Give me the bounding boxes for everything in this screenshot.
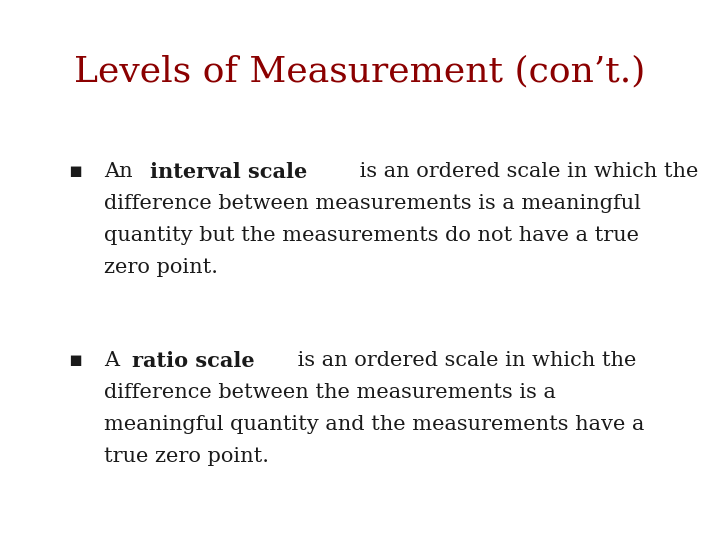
Text: An: An [104, 162, 140, 181]
Text: difference between the measurements is a: difference between the measurements is a [104, 383, 557, 402]
Text: Levels of Measurement (con’t.): Levels of Measurement (con’t.) [74, 54, 646, 88]
Text: meaningful quantity and the measurements have a: meaningful quantity and the measurements… [104, 415, 645, 434]
Text: ▪: ▪ [68, 351, 83, 370]
Text: is an ordered scale in which the: is an ordered scale in which the [353, 162, 698, 181]
Text: difference between measurements is a meaningful: difference between measurements is a mea… [104, 194, 642, 213]
Text: is an ordered scale in which the: is an ordered scale in which the [291, 351, 636, 370]
Text: A: A [104, 351, 126, 370]
Text: ratio scale: ratio scale [132, 351, 255, 371]
Text: interval scale: interval scale [150, 162, 307, 182]
Text: true zero point.: true zero point. [104, 447, 269, 466]
Text: zero point.: zero point. [104, 258, 218, 277]
Text: ▪: ▪ [68, 162, 83, 181]
Text: quantity but the measurements do not have a true: quantity but the measurements do not hav… [104, 226, 639, 245]
